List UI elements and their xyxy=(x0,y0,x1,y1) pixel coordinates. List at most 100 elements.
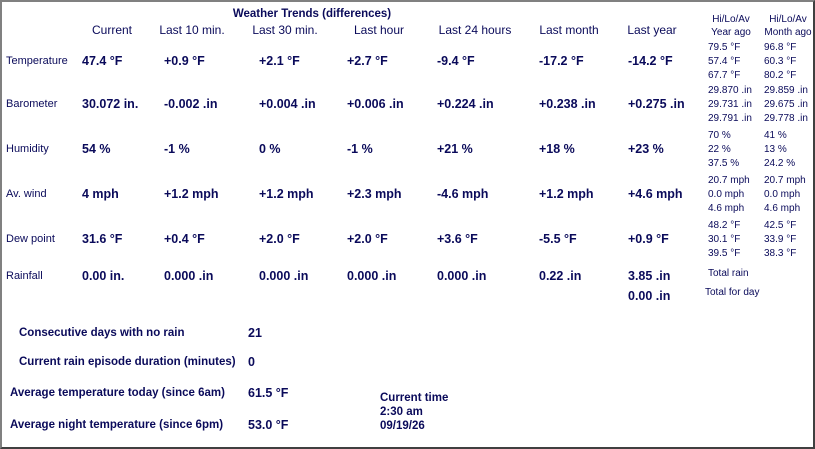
value: 0.22 .in xyxy=(539,269,582,283)
column-header: Last 30 min. xyxy=(252,23,318,37)
value: +0.4 °F xyxy=(164,232,205,246)
value: +3.6 °F xyxy=(437,232,478,246)
column-header: Last year xyxy=(627,23,677,37)
year-ago: 57.4 °F xyxy=(708,56,741,67)
value: +0.238 .in xyxy=(539,97,596,111)
date: 09/19/26 xyxy=(380,420,425,432)
value: 30.072 in. xyxy=(82,97,139,111)
month-ago: 60.3 °F xyxy=(764,56,797,67)
month-ago: 41 % xyxy=(764,130,787,141)
stat-label: Average temperature today (since 6am) xyxy=(10,387,225,399)
month-ago: 13 % xyxy=(764,144,787,155)
value: +2.0 °F xyxy=(347,232,388,246)
value: -5.5 °F xyxy=(539,232,577,246)
value: 54 % xyxy=(82,142,111,156)
row-label: Dew point xyxy=(6,233,55,245)
year-ago: 29.791 .in xyxy=(708,113,752,124)
stat-value: 0 xyxy=(248,355,255,369)
column-header: Current xyxy=(91,23,133,37)
value: 0.00 .in xyxy=(628,289,671,303)
value: -4.6 mph xyxy=(437,187,489,201)
value: +2.1 °F xyxy=(259,54,300,68)
value: +4.6 mph xyxy=(628,187,683,201)
value: 0.000 .in xyxy=(437,269,487,283)
value: +1.2 mph xyxy=(259,187,314,201)
value: 3.85 .in xyxy=(628,269,671,283)
note: Total for day xyxy=(705,287,760,298)
year-ago: 29.731 .in xyxy=(708,99,752,110)
value: +0.004 .in xyxy=(259,97,316,111)
column-header: Last 24 hours xyxy=(438,23,512,37)
month-ago: 0.0 mph xyxy=(764,189,801,200)
row-label: Temperature xyxy=(6,55,68,67)
row-label: Av. wind xyxy=(6,188,47,200)
column-header: Last month xyxy=(539,23,599,37)
month-ago: 96.8 °F xyxy=(764,42,797,53)
value: -17.2 °F xyxy=(539,54,584,68)
stat-label: Consecutive days with no rain xyxy=(19,327,185,339)
value: +2.7 °F xyxy=(347,54,388,68)
month-ago: 29.859 .in xyxy=(764,85,808,96)
value: +1.2 mph xyxy=(164,187,219,201)
value: -1 % xyxy=(164,142,190,156)
month-ago: 33.9 °F xyxy=(764,234,797,245)
value: +0.006 .in xyxy=(347,97,404,111)
value: 0.000 .in xyxy=(259,269,309,283)
value: 0.000 .in xyxy=(347,269,397,283)
value: 0 % xyxy=(259,142,281,156)
value: +2.3 mph xyxy=(347,187,402,201)
column-header: Hi/Lo/Av xyxy=(712,14,750,25)
value: 0.00 in. xyxy=(82,269,125,283)
value: -9.4 °F xyxy=(437,54,475,68)
column-header: Month ago xyxy=(764,27,812,38)
year-ago: 48.2 °F xyxy=(708,220,741,231)
value: 47.4 °F xyxy=(82,54,123,68)
month-ago: 80.2 °F xyxy=(764,70,797,81)
value: -1 % xyxy=(347,142,373,156)
row-label: Barometer xyxy=(6,98,58,110)
year-ago: 29.870 .in xyxy=(708,85,752,96)
column-header: Last hour xyxy=(353,23,405,37)
title: Weather Trends (differences) xyxy=(232,8,392,20)
value: +23 % xyxy=(628,142,664,156)
value: +2.0 °F xyxy=(259,232,300,246)
row-label: Humidity xyxy=(6,143,49,155)
year-ago: 4.6 mph xyxy=(708,203,745,214)
year-ago: 70 % xyxy=(708,130,731,141)
row-label: Rainfall xyxy=(6,270,43,282)
year-ago: 67.7 °F xyxy=(708,70,741,81)
note: Total rain xyxy=(708,268,749,279)
column-header: Last 10 min. xyxy=(159,23,225,37)
year-ago: 30.1 °F xyxy=(708,234,741,245)
year-ago: 20.7 mph xyxy=(708,175,750,186)
month-ago: 20.7 mph xyxy=(764,175,806,186)
year-ago: 39.5 °F xyxy=(708,248,741,259)
stat-value: 53.0 °F xyxy=(248,418,289,432)
stat-label: Current rain episode duration (minutes) xyxy=(19,356,236,368)
month-ago: 42.5 °F xyxy=(764,220,797,231)
year-ago: 79.5 °F xyxy=(708,42,741,53)
value: +0.9 °F xyxy=(164,54,205,68)
month-ago: 29.675 .in xyxy=(764,99,808,110)
value: +18 % xyxy=(539,142,575,156)
time-label: Current time xyxy=(380,392,449,404)
time: 2:30 am xyxy=(380,406,423,418)
stat-value: 61.5 °F xyxy=(248,386,289,400)
value: +0.9 °F xyxy=(628,232,669,246)
stat-value: 21 xyxy=(248,326,262,340)
stat-label: Average night temperature (since 6pm) xyxy=(10,419,224,431)
value: +1.2 mph xyxy=(539,187,594,201)
value: +0.224 .in xyxy=(437,97,494,111)
month-ago: 4.6 mph xyxy=(764,203,801,214)
value: -0.002 .in xyxy=(164,97,218,111)
month-ago: 24.2 % xyxy=(764,158,796,169)
value: 31.6 °F xyxy=(82,232,123,246)
value: -14.2 °F xyxy=(628,54,673,68)
value: 4 mph xyxy=(82,187,119,201)
year-ago: 37.5 % xyxy=(708,158,740,169)
value: 0.000 .in xyxy=(164,269,214,283)
column-header: Year ago xyxy=(711,27,751,38)
year-ago: 0.0 mph xyxy=(708,189,745,200)
month-ago: 38.3 °F xyxy=(764,248,797,259)
